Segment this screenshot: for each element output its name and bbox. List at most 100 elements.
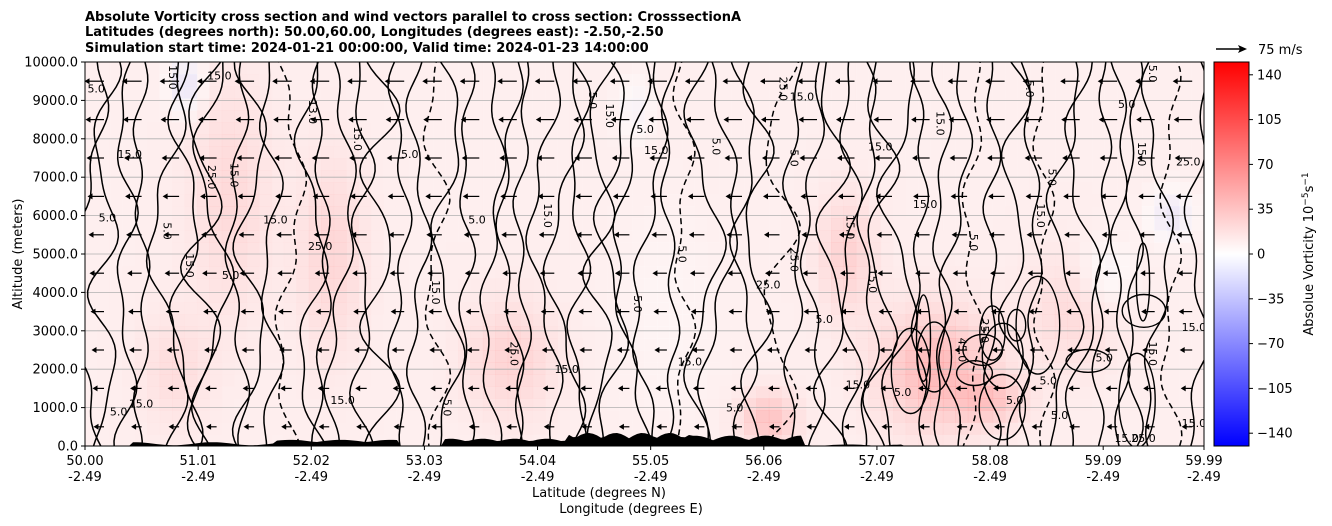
heat-cell [768,338,782,351]
heat-cell [569,242,583,255]
heat-cell [868,254,882,267]
heat-cell [818,146,832,159]
heat-cell [259,254,273,267]
contour-label: 15.0 [1182,417,1207,430]
heat-cell [1191,134,1204,147]
heat-cell [992,278,1006,291]
heat-cell [831,230,844,243]
colorbar-tick-label: −70 [1257,337,1284,352]
heat-cell [296,242,310,255]
heat-cell [756,230,770,243]
heat-cell [569,182,583,195]
heat-cell [433,410,447,423]
wind-vector-head [685,116,691,123]
contour-label: 15.0 [844,215,857,240]
heat-cell [172,110,185,123]
wind-vector-head [1067,347,1073,353]
heat-cell [756,422,770,435]
heat-cell [880,266,894,279]
heat-cell [1067,374,1081,387]
heat-cell [1141,194,1155,207]
heat-cell [358,230,372,243]
heat-cell [1042,74,1056,87]
heat-cell [719,98,733,111]
heat-cell [109,146,123,159]
heat-cell [1166,410,1180,423]
contour-line [672,62,697,446]
heat-cell [1166,266,1180,279]
heat-cell [955,290,969,303]
heat-cell [818,314,832,327]
heat-cell [408,146,422,159]
heat-cell [1067,266,1081,279]
heat-cell [644,278,658,291]
heat-cell [1166,398,1180,411]
heat-cell [420,290,434,303]
heat-cell [1191,86,1204,99]
heat-cell [321,122,335,135]
heat-cell [97,362,111,375]
wind-vector-head [163,231,169,238]
contour-line [359,62,401,446]
wind-vector-head [125,193,131,200]
heat-cell [1179,398,1193,411]
wind-vector-head [310,116,316,123]
heat-cell [1079,230,1093,243]
heat-cell [930,122,944,135]
heat-cell [1005,386,1019,399]
wind-vector-head [835,78,840,85]
heat-cell [942,410,956,423]
heat-cell [172,98,185,111]
heat-cell [942,254,956,267]
heat-cell [582,386,596,399]
heat-cell [619,158,633,171]
heat-cell [744,62,757,75]
heat-cell [395,134,409,147]
heat-cell [283,98,297,111]
heat-cell [855,326,869,339]
heat-cell [433,362,447,375]
heat-cell [1129,410,1143,423]
wind-vector-head [1174,155,1180,161]
wind-vector-head [126,231,132,238]
heat-cell [582,134,596,147]
heat-cell [246,218,260,231]
heat-cell [296,206,310,219]
heat-cell [234,62,248,75]
heat-cell [470,74,484,87]
heat-cell [122,278,136,291]
heat-cell [632,362,646,375]
wind-vector-head [800,193,806,200]
heat-cell [321,134,335,147]
heat-cell [1042,422,1056,435]
heat-cell [756,302,770,315]
heat-cell [408,422,422,435]
wind-vector-head [348,116,354,123]
quiver-key-arrowhead [1238,45,1247,53]
heat-cell [619,254,633,267]
wind-vector-head [314,270,320,277]
heat-cell [246,350,260,363]
heat-cell [482,350,496,363]
heat-cell [433,338,447,351]
heat-cell [1042,278,1056,291]
heat-cell [1166,314,1180,327]
heat-cell [122,98,136,111]
heat-cell [768,194,782,207]
heat-cell [532,242,546,255]
heat-cell [209,398,223,411]
heat-cell [1054,278,1068,291]
heat-cell [283,74,297,87]
heat-cell [395,86,409,99]
heat-cell [719,62,733,75]
heat-cell [1129,122,1143,135]
heat-cell [221,218,235,231]
heat-cell [271,254,285,267]
x-tick-label-lat: 53.03 [406,454,443,469]
heat-cell [470,110,484,123]
heat-cell [1166,254,1180,267]
heat-cell [669,170,683,183]
heat-cell [482,290,496,303]
heat-cell [793,182,807,195]
heat-cell [383,374,397,387]
